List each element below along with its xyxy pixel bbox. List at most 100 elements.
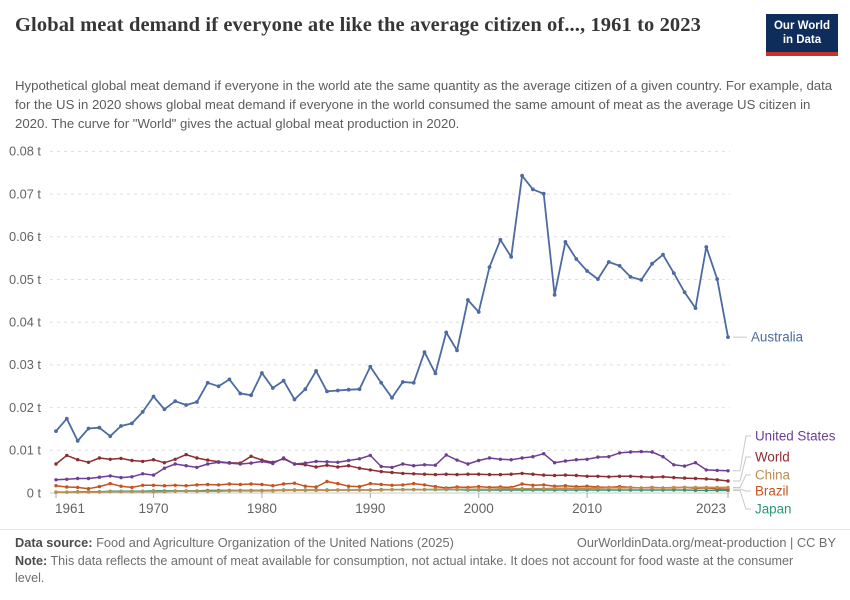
point-china: [303, 488, 307, 493]
legend-label-united-states[interactable]: United States: [755, 429, 836, 444]
point-brazil: [542, 483, 546, 487]
point-united-states: [607, 455, 611, 459]
point-world: [336, 465, 340, 469]
owid-logo[interactable]: Our World in Data: [765, 14, 838, 56]
page-title: Global meat demand if everyone ate like …: [15, 14, 701, 36]
point-united-states: [401, 462, 405, 466]
point-australia: [357, 387, 362, 392]
point-australia: [130, 421, 134, 426]
point-brazil: [292, 481, 297, 485]
point-world: [661, 475, 665, 479]
point-japan: [704, 488, 708, 493]
point-australia: [303, 387, 308, 392]
point-china: [206, 489, 210, 493]
note-text: This data reflects the amount of meat av…: [15, 554, 794, 586]
point-united-states: [585, 457, 589, 461]
point-australia: [661, 252, 665, 257]
point-brazil: [260, 482, 264, 487]
point-brazil: [303, 484, 307, 488]
legend-connector-united-states: [733, 435, 751, 472]
point-china: [628, 486, 633, 490]
point-world: [585, 474, 589, 478]
point-united-states: [726, 469, 730, 473]
line-australia[interactable]: [55, 174, 729, 442]
point-china: [607, 486, 611, 490]
point-australia: [509, 255, 514, 259]
point-world: [54, 462, 58, 466]
point-united-states: [542, 452, 546, 456]
point-world: [639, 475, 643, 479]
series-united-states[interactable]: [54, 449, 730, 482]
point-china: [368, 488, 372, 492]
point-china: [173, 489, 177, 493]
point-australia: [270, 386, 275, 390]
series-china[interactable]: [54, 485, 730, 494]
point-united-states: [336, 460, 340, 464]
point-china: [130, 490, 134, 494]
point-china: [336, 488, 340, 492]
x-tick-label: 1961: [55, 501, 85, 516]
point-world: [162, 461, 167, 465]
point-united-states: [412, 464, 416, 468]
point-australia: [281, 378, 286, 383]
legend-label-brazil[interactable]: Brazil: [755, 484, 789, 499]
x-tick-label: 1980: [247, 501, 277, 516]
point-world: [249, 454, 253, 458]
point-united-states: [531, 455, 535, 459]
point-united-states: [455, 458, 459, 462]
point-china: [520, 487, 524, 491]
point-brazil: [130, 485, 134, 490]
point-china: [108, 490, 112, 494]
footer-divider: [0, 529, 850, 530]
point-world: [346, 464, 351, 468]
point-world: [119, 456, 123, 461]
point-world: [412, 472, 416, 476]
point-world: [97, 456, 102, 460]
point-australia: [54, 429, 58, 433]
point-australia: [671, 271, 676, 275]
point-china: [357, 488, 362, 492]
point-australia: [487, 265, 492, 269]
point-australia: [108, 434, 113, 439]
series-australia[interactable]: [54, 173, 730, 443]
point-world: [108, 457, 112, 461]
attribution-link[interactable]: OurWorldinData.org/meat-production | CC …: [576, 535, 836, 550]
point-china: [704, 485, 708, 490]
point-china: [216, 489, 221, 493]
point-united-states: [466, 462, 470, 466]
point-united-states: [477, 458, 481, 463]
point-china: [726, 485, 730, 490]
point-china: [151, 490, 156, 494]
point-australia: [617, 263, 622, 268]
point-brazil: [227, 482, 232, 486]
legend-label-china[interactable]: China: [755, 468, 791, 483]
point-united-states: [314, 459, 318, 464]
point-australia: [715, 277, 720, 281]
point-china: [401, 487, 405, 492]
point-china: [162, 490, 167, 494]
point-china: [617, 486, 622, 490]
owid-logo-line2: in Data: [782, 33, 822, 46]
point-china: [531, 487, 535, 491]
point-world: [693, 476, 698, 481]
point-united-states: [574, 458, 578, 462]
legend-label-world[interactable]: World: [755, 450, 790, 465]
point-australia: [216, 384, 221, 389]
y-tick-label: 0.05 t: [9, 272, 41, 287]
point-united-states: [715, 468, 719, 473]
point-china: [379, 488, 383, 492]
point-china: [195, 489, 199, 493]
point-united-states: [498, 457, 503, 461]
point-world: [628, 474, 633, 478]
legend-connector-brazil: [733, 488, 751, 492]
legend-label-australia[interactable]: Australia: [751, 330, 804, 345]
point-united-states: [151, 473, 156, 477]
legend-label-japan[interactable]: Japan: [755, 502, 791, 517]
point-china: [552, 486, 557, 490]
point-brazil: [357, 484, 362, 489]
point-australia: [606, 260, 611, 264]
legend-connector-japan: [733, 489, 751, 510]
point-united-states: [379, 464, 383, 469]
point-world: [596, 474, 600, 478]
